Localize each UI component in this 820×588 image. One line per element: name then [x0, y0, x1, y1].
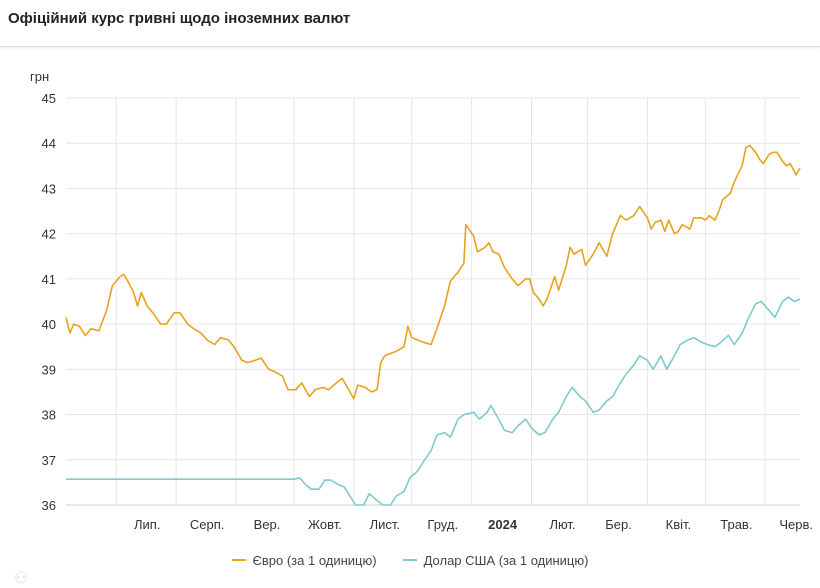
chart-legend: Євро (за 1 одиницю) Долар США (за 1 один… — [0, 548, 820, 572]
y-tick-label: 44 — [42, 136, 56, 151]
y-tick-label: 45 — [42, 91, 56, 106]
y-tick-label: 42 — [42, 227, 56, 242]
y-tick-label: 41 — [42, 272, 56, 287]
legend-item-euro[interactable]: Євро (за 1 одиницю) — [231, 552, 377, 568]
series-line-euro — [65, 144, 801, 400]
y-tick-label: 36 — [42, 498, 56, 513]
legend-swatch-euro — [231, 559, 246, 561]
x-tick-label: Жовт. — [308, 517, 342, 532]
x-tick-label: Серп. — [190, 517, 225, 532]
y-tick-label: 37 — [42, 453, 56, 468]
series-line-usd — [66, 296, 801, 506]
x-tick-label: Черв. — [779, 517, 813, 532]
legend-label-usd: Долар США (за 1 одиницю) — [423, 552, 589, 568]
x-tick-label: Лист. — [370, 517, 400, 532]
x-tick-label: Груд. — [427, 517, 458, 532]
y-axis-label: грн — [30, 69, 49, 84]
page-title: Офіційний курс гривні щодо іноземних вал… — [8, 10, 351, 27]
watermark-icon: ⚇ — [14, 570, 29, 587]
y-tick-label: 39 — [42, 362, 56, 377]
x-tick-label: Лют. — [549, 517, 575, 532]
legend-swatch-usd — [402, 559, 417, 561]
chart-header: Офіційний курс гривні щодо іноземних вал… — [0, 0, 820, 47]
x-tick-label: Квіт. — [666, 517, 692, 532]
y-tick-label: 40 — [42, 317, 56, 332]
legend-item-usd[interactable]: Долар США (за 1 одиницю) — [402, 552, 589, 568]
x-tick-label: Трав. — [720, 517, 752, 532]
legend-label-euro: Євро (за 1 одиницю) — [252, 552, 377, 568]
x-tick-label: 2024 — [488, 517, 518, 532]
y-tick-label: 43 — [42, 181, 56, 196]
line-chart: грн 36 37 38 39 40 41 42 43 44 45 Лип. Серп. Вер. Жовт… — [30, 69, 813, 532]
x-tick-label: Бер. — [605, 517, 632, 532]
x-tick-label: Вер. — [254, 517, 281, 532]
x-tick-label: Лип. — [134, 517, 160, 532]
y-tick-label: 38 — [42, 408, 56, 423]
